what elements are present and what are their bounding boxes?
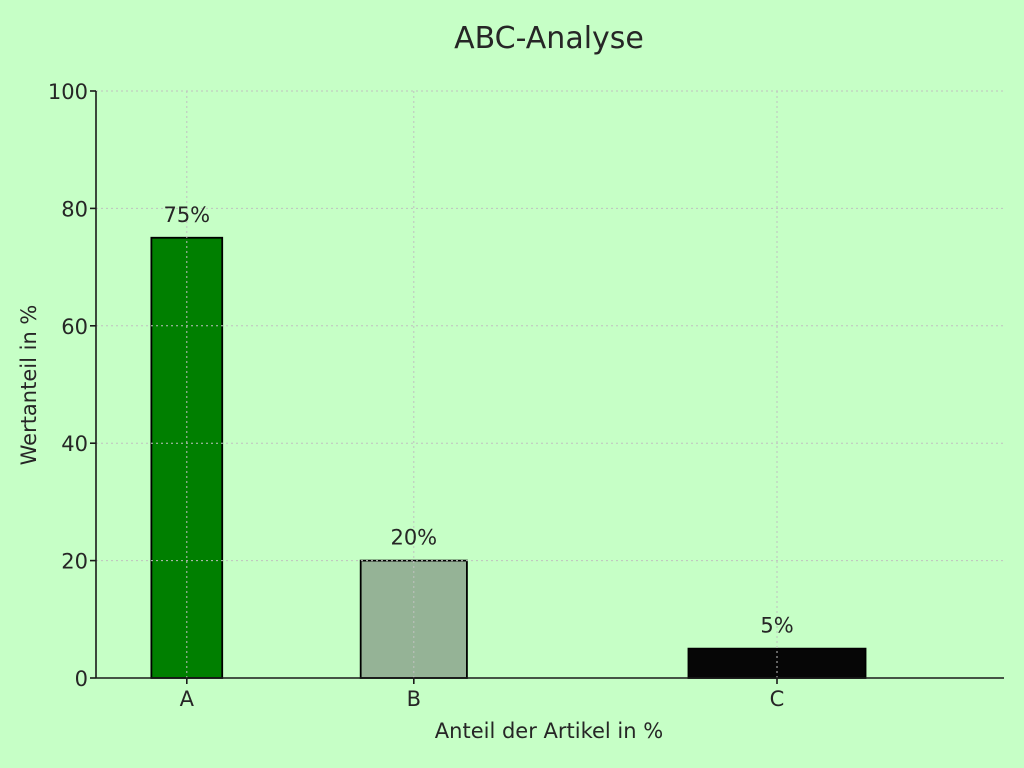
bars [150, 236, 867, 679]
axes: 0 20 40 60 80 100 A B C [48, 80, 1004, 711]
grid [96, 90, 1004, 679]
y-tick-label: 0 [75, 667, 88, 691]
y-tick-label: 80 [61, 197, 88, 221]
y-tick-label: 100 [48, 80, 88, 104]
x-tick-label: A [180, 687, 195, 711]
x-axis-label: Anteil der Artikel in % [435, 719, 663, 743]
y-axis-label: Wertanteil in % [17, 305, 41, 466]
x-tick-label: B [407, 687, 421, 711]
bar-value-label: 20% [390, 526, 437, 550]
bar-c [687, 647, 867, 679]
x-tick-label: C [770, 687, 785, 711]
chart-title: ABC-Analyse [454, 21, 644, 56]
bar-value-label: 75% [163, 203, 210, 227]
value-labels: 75% 20% 5% [163, 203, 793, 638]
y-tick-label: 40 [61, 432, 88, 456]
y-tick-label: 60 [61, 315, 88, 339]
bar-b [359, 559, 468, 679]
y-tick-label: 20 [61, 550, 88, 574]
bar-value-label: 5% [760, 614, 793, 638]
